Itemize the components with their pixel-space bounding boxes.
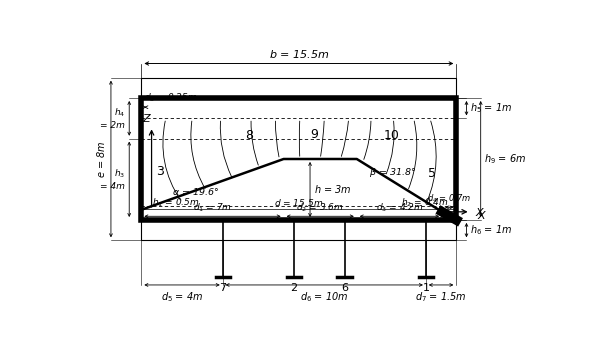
Text: $h_2$ = 0.4m: $h_2$ = 0.4m [401, 196, 449, 209]
Text: $h$ = 3m: $h$ = 3m [314, 184, 352, 196]
Text: $b$ = 15.5m: $b$ = 15.5m [269, 48, 329, 60]
Text: $X$: $X$ [474, 206, 485, 218]
Text: $d_4$ = 0.7m: $d_4$ = 0.7m [427, 193, 471, 205]
Text: 5: 5 [428, 167, 436, 180]
Text: $\beta$ = 31.8°: $\beta$ = 31.8° [369, 166, 416, 179]
Text: $d_2$ = 3.6m: $d_2$ = 3.6m [297, 202, 344, 214]
Text: $d_1$ = 7m: $d_1$ = 7m [193, 202, 232, 214]
Text: $d$ = 15.5m: $d$ = 15.5m [274, 197, 323, 208]
Text: 2: 2 [291, 283, 297, 293]
Text: $h_4$
= 2m: $h_4$ = 2m [100, 107, 125, 130]
Text: 10: 10 [383, 129, 400, 142]
Text: $\alpha$ = 19.6°: $\alpha$ = 19.6° [172, 186, 219, 197]
Text: $X$: $X$ [477, 209, 487, 221]
Text: 7: 7 [219, 283, 226, 293]
Text: $Z$: $Z$ [143, 113, 153, 125]
Text: $h_5$ = 1m: $h_5$ = 1m [470, 101, 512, 115]
Text: $d_8$ = 0.25m: $d_8$ = 0.25m [144, 91, 197, 104]
Text: 8: 8 [245, 129, 253, 142]
Text: $h_6$ = 1m: $h_6$ = 1m [470, 223, 512, 237]
Text: $h_1$ = 0.5m: $h_1$ = 0.5m [152, 197, 199, 209]
Text: $e$ = 8m: $e$ = 8m [95, 140, 107, 178]
Text: 1: 1 [422, 283, 429, 293]
Text: 9: 9 [310, 128, 318, 141]
Text: $d_3$ = 4.2m: $d_3$ = 4.2m [376, 202, 423, 214]
Text: $h_9$ = 6m: $h_9$ = 6m [484, 152, 526, 166]
Text: 6: 6 [341, 283, 348, 293]
Text: 3: 3 [156, 165, 164, 178]
Text: $d_7$ = 1.5m: $d_7$ = 1.5m [415, 290, 467, 304]
Text: $d_5$ = 4m: $d_5$ = 4m [161, 290, 203, 304]
Text: $h_3$
= 4m: $h_3$ = 4m [100, 168, 125, 191]
Text: $d_6$ = 10m: $d_6$ = 10m [300, 290, 349, 304]
